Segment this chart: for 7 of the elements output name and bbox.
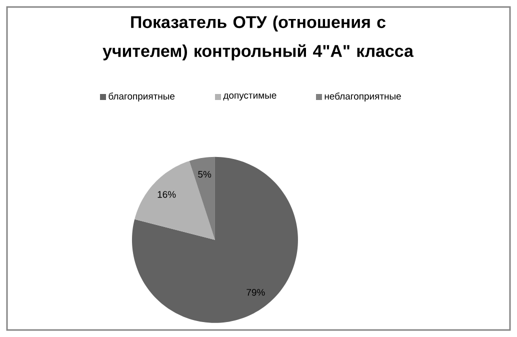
data-label: 5% <box>198 170 212 178</box>
chart-title: Показатель ОТУ (отношения с учителем) контрольный 4"А" класса <box>102 16 414 60</box>
data-label: 16% <box>158 191 176 198</box>
data-label: 79% <box>246 289 265 296</box>
legend-label: допустимые <box>223 93 276 101</box>
legend-label: неблагоприятные <box>324 92 401 102</box>
legend-label: благоприятные <box>108 92 175 102</box>
